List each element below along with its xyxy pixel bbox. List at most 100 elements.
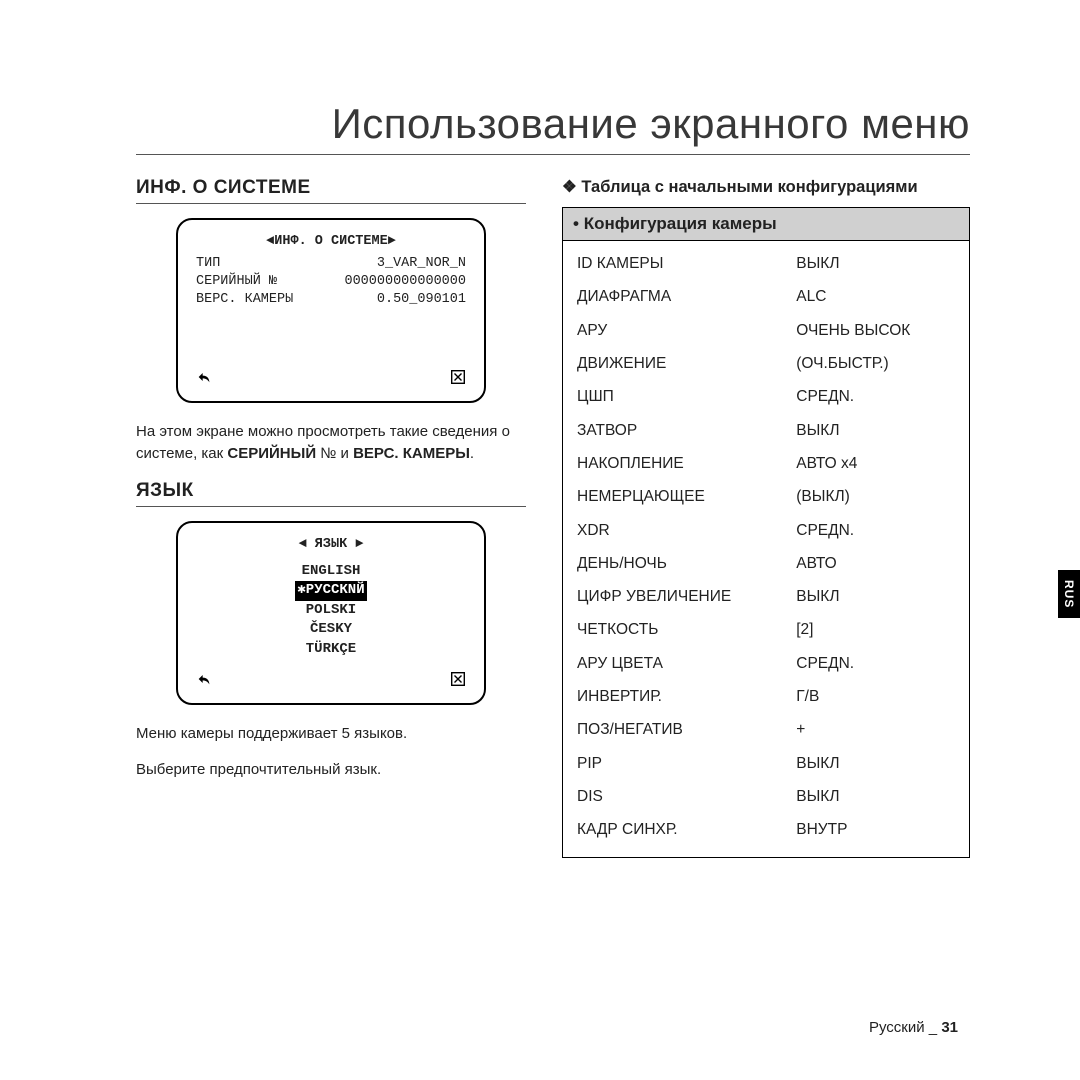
language-option[interactable]: TÜRKÇE xyxy=(196,640,466,660)
page-title: Использование экранного меню xyxy=(136,100,970,155)
language-option-selected: ✱РУССКNЙ xyxy=(295,581,366,601)
config-row: ИНВЕРТИР.Г/В xyxy=(577,680,955,713)
config-row: ЗАТВОРВЫКЛ xyxy=(577,414,955,447)
config-row-key: КАДР СИНХР. xyxy=(577,813,796,846)
config-row: КАДР СИНХР.ВНУТР xyxy=(577,813,955,846)
config-row: XDRСРЕДN. xyxy=(577,514,955,547)
config-row-value: (ВЫКЛ) xyxy=(796,480,955,513)
osd2-footer-icons xyxy=(196,672,466,691)
config-row-key: ДИАФРАГМА xyxy=(577,280,796,313)
config-row-value: + xyxy=(796,713,955,746)
language-option[interactable]: ✱РУССКNЙ xyxy=(196,581,466,601)
config-row-key: ЗАТВОР xyxy=(577,414,796,447)
desc1-bold1: СЕРИЙНЫЙ xyxy=(227,445,316,462)
osd1-row-value: 000000000000000 xyxy=(344,273,466,291)
osd1-title: ◄ИНФ. О СИСТЕМЕ► xyxy=(196,234,466,249)
config-row-key: ДВИЖЕНИЕ xyxy=(577,347,796,380)
osd1-row-value: 3_VAR_NOR_N xyxy=(377,255,466,273)
system-info-osd-panel: ◄ИНФ. О СИСТЕМЕ► ТИП3_VAR_NOR_NСЕРИЙНЫЙ … xyxy=(176,218,486,403)
language-heading: ЯЗЫК xyxy=(136,480,526,507)
back-icon[interactable] xyxy=(196,370,212,389)
config-row-value: ВЫКЛ xyxy=(796,247,955,280)
config-row-value: АВТО x4 xyxy=(796,447,955,480)
config-row: ДЕНЬ/НОЧЬАВТО xyxy=(577,547,955,580)
osd1-row-value: 0.50_090101 xyxy=(377,291,466,309)
config-row: DISВЫКЛ xyxy=(577,780,955,813)
language-list: ENGLISH✱РУССКNЙPOLSKIČESKYTÜRKÇE xyxy=(196,562,466,660)
config-row-key: XDR xyxy=(577,514,796,547)
config-row: ДВИЖЕНИЕ(ОЧ.БЫСТР.) xyxy=(577,347,955,380)
config-row-key: НЕМЕРЦАЮЩЕЕ xyxy=(577,480,796,513)
config-row-key: АРУ xyxy=(577,314,796,347)
config-row-value: ВНУТР xyxy=(796,813,955,846)
language-desc-line2: Выберите предпочтительный язык. xyxy=(136,759,526,782)
config-row-value: ALC xyxy=(796,280,955,313)
config-row-value: (ОЧ.БЫСТР.) xyxy=(796,347,955,380)
config-row-key: ID КАМЕРЫ xyxy=(577,247,796,280)
osd1-title-text: ИНФ. О СИСТЕМЕ xyxy=(274,234,387,249)
config-row: ПОЗ/НЕГАТИВ+ xyxy=(577,713,955,746)
osd1-footer-icons xyxy=(196,370,466,389)
footer-page-number: 31 xyxy=(941,1019,958,1036)
system-info-heading: ИНФ. О СИСТЕМЕ xyxy=(136,177,526,204)
osd1-row: ВЕРС. КАМЕРЫ0.50_090101 xyxy=(196,291,466,309)
page-root: Использование экранного меню ИНФ. О СИСТ… xyxy=(0,0,1080,1080)
osd2-title-text: ЯЗЫК xyxy=(315,537,347,552)
two-column-layout: ИНФ. О СИСТЕМЕ ◄ИНФ. О СИСТЕМЕ► ТИП3_VAR… xyxy=(136,177,970,858)
config-table-header-text: Конфигурация камеры xyxy=(584,214,777,233)
language-desc-line1: Меню камеры поддерживает 5 языков. xyxy=(136,723,526,746)
config-row-key: DIS xyxy=(577,780,796,813)
config-row: PIPВЫКЛ xyxy=(577,747,955,780)
osd2-title: ◄ ЯЗЫК ► xyxy=(196,537,466,552)
close-icon[interactable] xyxy=(450,672,466,691)
config-row-key: ИНВЕРТИР. xyxy=(577,680,796,713)
config-row-value: АВТО xyxy=(796,547,955,580)
osd1-rows: ТИП3_VAR_NOR_NСЕРИЙНЫЙ №000000000000000В… xyxy=(196,255,466,310)
footer-lang: Русский xyxy=(869,1019,925,1036)
config-row-value: [2] xyxy=(796,613,955,646)
back-icon[interactable] xyxy=(196,672,212,691)
config-row-value: ВЫКЛ xyxy=(796,747,955,780)
config-row: НАКОПЛЕНИЕАВТО x4 xyxy=(577,447,955,480)
config-row: ЦИФР УВЕЛИЧЕНИЕВЫКЛ xyxy=(577,580,955,613)
right-arrow-icon: ► xyxy=(355,537,363,552)
config-row-key: ПОЗ/НЕГАТИВ xyxy=(577,713,796,746)
config-row-key: НАКОПЛЕНИЕ xyxy=(577,447,796,480)
config-row: ID КАМЕРЫВЫКЛ xyxy=(577,247,955,280)
footer-sep: _ xyxy=(929,1019,937,1036)
config-row-value: ВЫКЛ xyxy=(796,414,955,447)
desc1-bold2: ВЕРС. КАМЕРЫ xyxy=(353,445,470,462)
config-row-key: ЧЕТКОСТЬ xyxy=(577,613,796,646)
left-column: ИНФ. О СИСТЕМЕ ◄ИНФ. О СИСТЕМЕ► ТИП3_VAR… xyxy=(136,177,526,858)
system-info-description: На этом экране можно просмотреть такие с… xyxy=(136,421,526,466)
config-row-value: СРЕДN. xyxy=(796,647,955,680)
config-row: АРУ ЦВЕТАСРЕДN. xyxy=(577,647,955,680)
language-option[interactable]: ČESKY xyxy=(196,620,466,640)
config-table-body: ID КАМЕРЫВЫКЛДИАФРАГМАALCАРУОЧЕНЬ ВЫСОКД… xyxy=(563,241,969,857)
config-row: АРУОЧЕНЬ ВЫСОК xyxy=(577,314,955,347)
config-row: ЦШПСРЕДN. xyxy=(577,380,955,413)
config-row-value: ОЧЕНЬ ВЫСОК xyxy=(796,314,955,347)
config-row-key: ЦШП xyxy=(577,380,796,413)
osd1-row-key: ТИП xyxy=(196,255,220,273)
left-arrow-icon: ◄ xyxy=(299,537,307,552)
page-footer: Русский _ 31 xyxy=(869,1019,958,1036)
language-osd-panel: ◄ ЯЗЫК ► ENGLISH✱РУССКNЙPOLSKIČESKYTÜRKÇ… xyxy=(176,521,486,705)
language-option[interactable]: ENGLISH xyxy=(196,562,466,582)
config-row-value: ВЫКЛ xyxy=(796,780,955,813)
desc1-mid: № и xyxy=(316,445,353,462)
right-arrow-icon: ► xyxy=(388,234,396,249)
config-row-key: ЦИФР УВЕЛИЧЕНИЕ xyxy=(577,580,796,613)
config-row-value: СРЕДN. xyxy=(796,380,955,413)
desc1-post: . xyxy=(470,445,474,462)
config-row-value: СРЕДN. xyxy=(796,514,955,547)
config-row-value: ВЫКЛ xyxy=(796,580,955,613)
default-config-heading: Таблица с начальными конфигурациями xyxy=(562,177,970,197)
config-row: ЧЕТКОСТЬ[2] xyxy=(577,613,955,646)
close-icon[interactable] xyxy=(450,370,466,389)
config-table-header: • Конфигурация камеры xyxy=(563,208,969,241)
right-column: Таблица с начальными конфигурациями • Ко… xyxy=(562,177,970,858)
language-option[interactable]: POLSKI xyxy=(196,601,466,621)
bullet-icon: • xyxy=(573,214,579,233)
config-row-value: Г/В xyxy=(796,680,955,713)
